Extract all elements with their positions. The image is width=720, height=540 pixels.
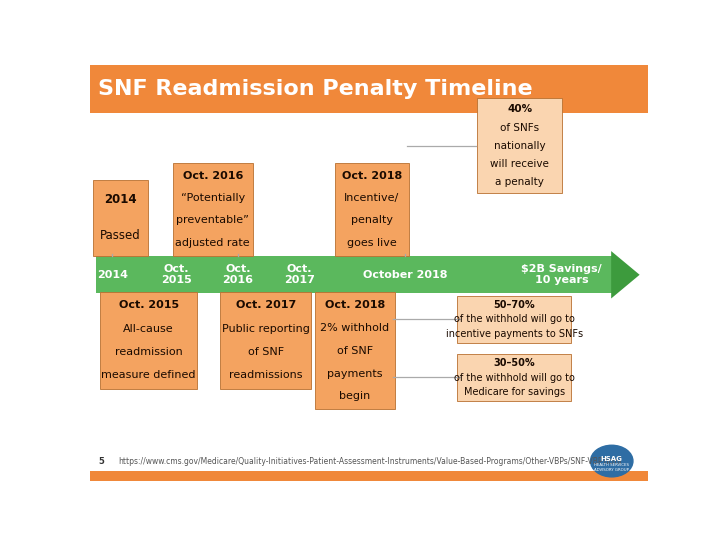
FancyBboxPatch shape	[100, 292, 197, 389]
FancyBboxPatch shape	[173, 163, 253, 255]
Text: goes live: goes live	[347, 238, 397, 248]
Text: penalty: penalty	[351, 215, 393, 226]
Text: of SNF: of SNF	[337, 346, 373, 356]
Text: incentive payments to SNFs: incentive payments to SNFs	[446, 329, 582, 339]
FancyBboxPatch shape	[96, 256, 616, 294]
Text: October 2018: October 2018	[363, 270, 448, 280]
Text: readmissions: readmissions	[229, 370, 302, 380]
Text: https://www.cms.gov/Medicare/Quality-Initiatives-Patient-Assessment-Instruments/: https://www.cms.gov/Medicare/Quality-Ini…	[118, 456, 621, 465]
Text: Oct. 2018: Oct. 2018	[325, 300, 385, 310]
Text: All-cause: All-cause	[123, 323, 174, 334]
Text: 2014: 2014	[104, 193, 137, 206]
Text: 2014: 2014	[96, 270, 128, 280]
FancyBboxPatch shape	[457, 296, 571, 343]
Text: Oct.
2015: Oct. 2015	[161, 265, 192, 285]
Text: Oct.
2016: Oct. 2016	[222, 265, 253, 285]
Circle shape	[590, 446, 633, 477]
Text: Oct.
2017: Oct. 2017	[284, 265, 315, 285]
FancyBboxPatch shape	[220, 292, 311, 389]
Text: 40%: 40%	[507, 104, 532, 114]
FancyBboxPatch shape	[90, 65, 648, 113]
FancyBboxPatch shape	[94, 180, 148, 255]
Text: Oct. 2017: Oct. 2017	[235, 300, 296, 310]
Text: Oct. 2016: Oct. 2016	[183, 171, 243, 181]
FancyBboxPatch shape	[457, 354, 571, 401]
Text: “Potentially: “Potentially	[181, 193, 245, 203]
Text: Medicare for savings: Medicare for savings	[464, 387, 564, 397]
Text: readmission: readmission	[114, 347, 182, 357]
FancyBboxPatch shape	[335, 163, 409, 255]
Text: adjusted rate: adjusted rate	[176, 238, 250, 248]
Text: preventable”: preventable”	[176, 215, 249, 226]
Text: of the withhold will go to: of the withhold will go to	[454, 373, 575, 383]
Text: Public reporting: Public reporting	[222, 323, 310, 334]
Text: 50–70%: 50–70%	[493, 300, 535, 310]
Text: Incentive/: Incentive/	[344, 193, 400, 203]
Text: $2B Savings/
10 years: $2B Savings/ 10 years	[521, 265, 602, 285]
FancyBboxPatch shape	[477, 98, 562, 193]
Text: HEALTH SERVICES
ADVISORY GROUP: HEALTH SERVICES ADVISORY GROUP	[594, 463, 629, 472]
Text: nationally: nationally	[494, 141, 546, 151]
Text: Oct. 2018: Oct. 2018	[342, 171, 402, 181]
Text: of SNF: of SNF	[248, 347, 284, 357]
Text: Oct. 2015: Oct. 2015	[119, 300, 179, 310]
Text: will receive: will receive	[490, 159, 549, 169]
Text: of SNFs: of SNFs	[500, 123, 539, 133]
Text: begin: begin	[339, 392, 371, 401]
Text: of the withhold will go to: of the withhold will go to	[454, 314, 575, 325]
Text: 5: 5	[99, 456, 104, 465]
Text: 2% withhold: 2% withhold	[320, 323, 390, 333]
Text: SNF Readmission Penalty Timeline: SNF Readmission Penalty Timeline	[99, 79, 533, 99]
FancyBboxPatch shape	[315, 292, 395, 409]
Text: 30–50%: 30–50%	[493, 358, 535, 368]
Text: a penalty: a penalty	[495, 178, 544, 187]
Polygon shape	[611, 251, 639, 299]
Text: HSAG: HSAG	[600, 456, 623, 462]
FancyBboxPatch shape	[90, 471, 648, 481]
Text: payments: payments	[328, 368, 383, 379]
Text: Passed: Passed	[100, 230, 141, 242]
Text: measure defined: measure defined	[102, 370, 196, 380]
